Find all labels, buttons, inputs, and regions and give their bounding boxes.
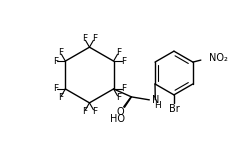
Text: F: F — [53, 57, 58, 66]
Text: F: F — [120, 84, 125, 93]
Text: H: H — [153, 101, 160, 110]
Text: F: F — [82, 34, 87, 43]
Text: F: F — [120, 57, 125, 66]
Text: F: F — [82, 107, 87, 116]
Text: F: F — [91, 34, 97, 43]
Text: F: F — [58, 93, 63, 102]
Text: N: N — [152, 95, 159, 105]
Text: F: F — [91, 107, 97, 116]
Text: O: O — [116, 107, 124, 117]
Text: Br: Br — [168, 104, 179, 114]
Text: NO₂: NO₂ — [208, 53, 227, 63]
Text: HO: HO — [109, 114, 125, 124]
Text: F: F — [116, 48, 121, 57]
Text: F: F — [58, 48, 63, 57]
Text: F: F — [53, 84, 58, 93]
Text: F: F — [116, 93, 121, 102]
